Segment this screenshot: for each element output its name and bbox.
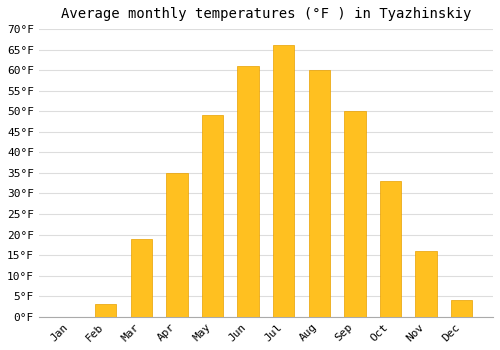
Bar xyxy=(380,181,401,317)
Bar xyxy=(130,239,152,317)
Bar xyxy=(166,173,188,317)
Bar xyxy=(238,66,259,317)
Bar xyxy=(308,70,330,317)
Title: Average monthly temperatures (°F ) in Tyazhinskiy: Average monthly temperatures (°F ) in Ty… xyxy=(60,7,471,21)
Bar xyxy=(202,116,223,317)
Bar xyxy=(273,46,294,317)
Bar xyxy=(451,300,472,317)
Bar xyxy=(416,251,437,317)
Bar xyxy=(95,304,116,317)
Bar xyxy=(344,111,366,317)
